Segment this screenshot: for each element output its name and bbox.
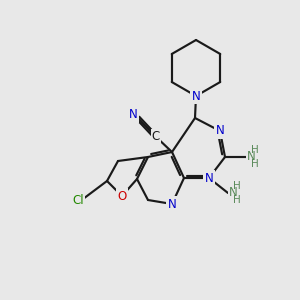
Text: C: C: [152, 130, 160, 143]
Text: Cl: Cl: [72, 194, 84, 208]
Text: N: N: [192, 89, 200, 103]
Text: N: N: [216, 124, 224, 137]
Text: N: N: [129, 109, 137, 122]
Text: H: H: [233, 195, 241, 205]
Text: N: N: [205, 172, 213, 184]
Text: H: H: [251, 159, 259, 169]
Text: N: N: [168, 197, 176, 211]
Text: H: H: [251, 145, 259, 155]
Text: N: N: [229, 187, 238, 200]
Text: O: O: [117, 190, 127, 202]
Text: H: H: [233, 181, 241, 191]
Text: N: N: [247, 151, 256, 164]
